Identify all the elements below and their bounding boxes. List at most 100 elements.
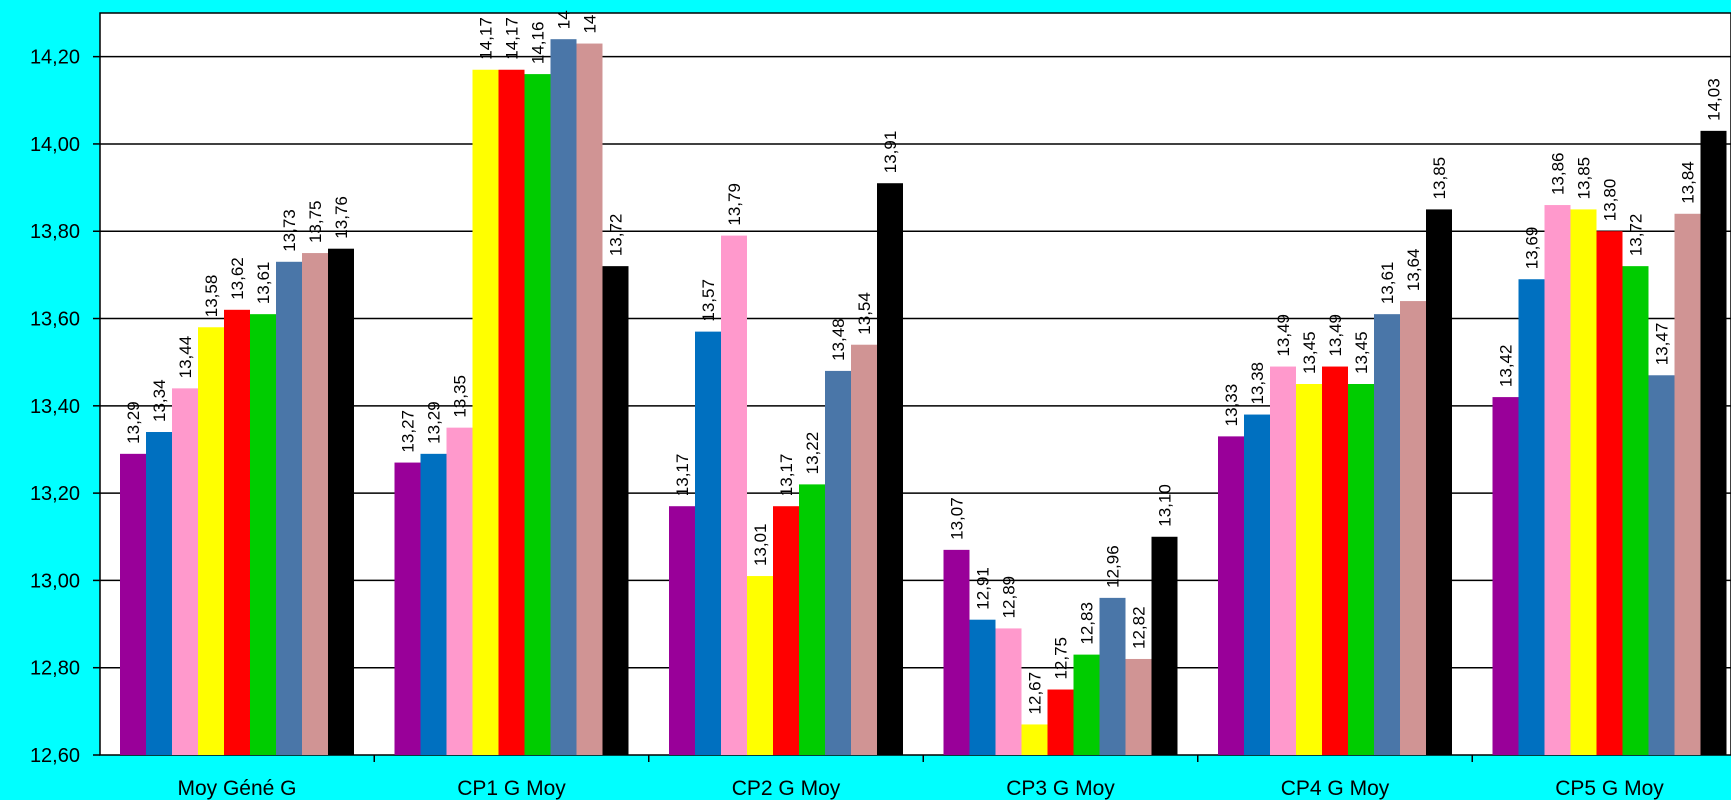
data-label: 13,57 xyxy=(699,279,718,322)
data-label: 12,82 xyxy=(1130,606,1149,649)
bar xyxy=(877,183,903,756)
bar xyxy=(328,248,354,755)
data-label: 13,75 xyxy=(306,201,325,244)
bar xyxy=(943,549,970,755)
data-label: 13,49 xyxy=(1274,314,1293,357)
bar xyxy=(224,309,250,755)
data-label: 13,17 xyxy=(673,454,692,497)
bar xyxy=(198,327,224,755)
data-label: 12,75 xyxy=(1052,637,1071,680)
x-tick-label: Moy Géné G xyxy=(177,777,296,800)
data-label: 13,58 xyxy=(202,275,221,318)
bar xyxy=(851,344,877,755)
bar xyxy=(799,484,825,755)
y-tick-label: 13,20 xyxy=(30,483,80,505)
data-label: 14,17 xyxy=(477,17,496,60)
data-label: 13,07 xyxy=(948,497,967,540)
data-label: 13,86 xyxy=(1549,153,1568,196)
bar xyxy=(1518,279,1545,755)
y-tick-label: 13,40 xyxy=(30,396,80,418)
data-label: 13,72 xyxy=(1627,214,1646,257)
data-labels: 13,29 13,34 13,44 13,58 13,62 13,61 13,73 13,75… xyxy=(124,10,1724,714)
data-label: 13,34 xyxy=(150,379,169,422)
data-label: 13,44 xyxy=(176,336,195,379)
bar xyxy=(695,331,721,755)
data-label: 13,29 xyxy=(425,401,444,444)
data-label: 13,33 xyxy=(1222,384,1241,427)
data-label: 14,16 xyxy=(529,22,548,65)
bar xyxy=(995,628,1022,755)
x-axis: Moy Géné G CP1 G Moy CP2 G Moy CP3 G Moy CP4… xyxy=(177,755,1664,800)
bar xyxy=(1322,366,1348,755)
data-label: 13,38 xyxy=(1248,362,1267,405)
data-label: 13,42 xyxy=(1497,345,1516,388)
bar xyxy=(1270,366,1296,755)
data-label: 12,91 xyxy=(974,567,993,610)
data-label: 12,96 xyxy=(1104,545,1123,588)
bar xyxy=(1674,213,1701,755)
data-label: 13,10 xyxy=(1156,484,1175,527)
data-label: 12,67 xyxy=(1026,672,1045,715)
bar xyxy=(446,427,473,755)
bar xyxy=(1244,414,1270,755)
data-label: 14,03 xyxy=(1705,78,1724,121)
data-label: 13,73 xyxy=(280,209,299,252)
bar xyxy=(394,462,421,755)
data-label: 14 xyxy=(555,10,574,29)
data-label: 13,54 xyxy=(855,292,874,335)
y-tick-label: 12,60 xyxy=(30,745,80,767)
bar xyxy=(146,432,172,755)
bar xyxy=(1700,130,1727,756)
bar xyxy=(1622,266,1649,755)
plot-area xyxy=(99,12,1731,756)
bar xyxy=(1125,658,1152,755)
data-label: 13,85 xyxy=(1575,157,1594,200)
bar xyxy=(825,370,851,755)
bar xyxy=(602,266,629,755)
data-label: 13,45 xyxy=(1300,331,1319,374)
data-label: 13,48 xyxy=(829,318,848,361)
data-label: 13,76 xyxy=(332,196,351,239)
x-tick-label: CP4 G Moy xyxy=(1281,777,1390,800)
bar xyxy=(773,506,799,755)
data-label: 13,72 xyxy=(607,214,626,257)
bar xyxy=(1374,314,1400,755)
bar xyxy=(172,388,198,755)
bar xyxy=(472,69,499,756)
bar xyxy=(498,69,525,756)
y-tick-label: 13,80 xyxy=(30,221,80,243)
data-label: 13,01 xyxy=(751,524,770,567)
bar xyxy=(420,453,447,755)
bar xyxy=(721,235,747,756)
bar xyxy=(1151,536,1178,755)
data-label: 13,22 xyxy=(803,432,822,475)
bar xyxy=(1021,724,1048,755)
bar xyxy=(1400,301,1426,755)
data-label: 13,69 xyxy=(1523,227,1542,270)
y-tick-label: 14,20 xyxy=(30,47,80,69)
data-label: 13,84 xyxy=(1679,161,1698,204)
x-tick-label: CP5 G Moy xyxy=(1555,777,1664,800)
data-label: 13,45 xyxy=(1352,331,1371,374)
data-label: 13,85 xyxy=(1430,157,1449,200)
bar xyxy=(576,43,603,756)
bar xyxy=(1073,654,1100,755)
bar xyxy=(1296,384,1322,755)
bar xyxy=(1099,597,1126,755)
bar xyxy=(1544,205,1571,755)
bar xyxy=(250,314,276,755)
data-label: 13,47 xyxy=(1653,323,1672,366)
data-label: 13,61 xyxy=(1378,262,1397,305)
data-label: 13,17 xyxy=(777,454,796,497)
data-label: 13,62 xyxy=(228,257,247,300)
data-label: 14,17 xyxy=(503,17,522,60)
x-tick-label: CP3 G Moy xyxy=(1006,777,1115,800)
bars xyxy=(120,39,1727,756)
bar xyxy=(1218,436,1244,755)
bar xyxy=(1426,209,1452,756)
bar xyxy=(276,261,302,755)
x-tick-label: CP2 G Moy xyxy=(732,777,841,800)
y-tick-label: 12,80 xyxy=(30,658,80,680)
bar xyxy=(120,453,146,755)
